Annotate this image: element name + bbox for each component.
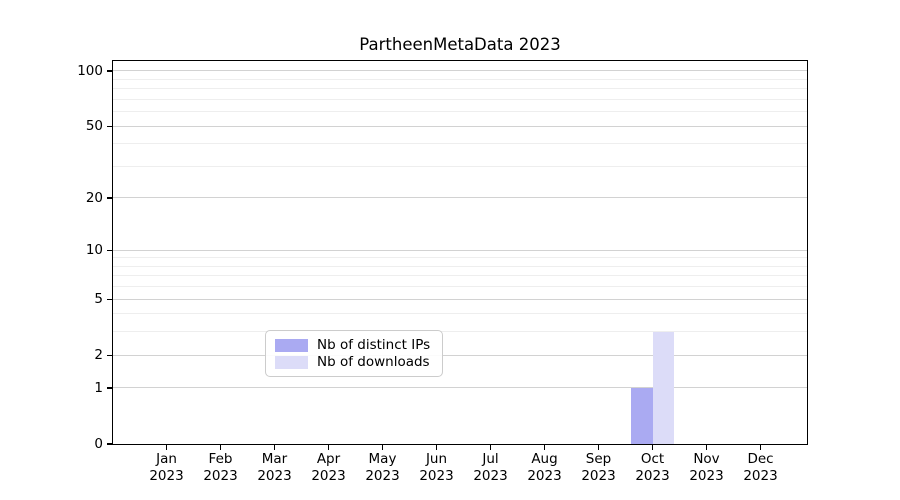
- y-axis-tick-label: 1: [94, 379, 103, 396]
- x-axis-tick-label: Sep 2023: [581, 451, 616, 484]
- minor-gridline: [113, 257, 807, 259]
- y-axis-tick: [106, 387, 112, 389]
- y-axis-tick-label: 20: [85, 189, 103, 206]
- x-axis-tick-label: Mar 2023: [257, 451, 292, 484]
- minor-gridline: [113, 98, 807, 100]
- major-gridline: [113, 70, 807, 72]
- x-axis-tick-label: Dec 2023: [743, 451, 778, 484]
- distinct-ips-swatch: [275, 338, 308, 352]
- major-gridline: [113, 249, 807, 251]
- downloads-swatch: [275, 355, 308, 369]
- x-axis-tick-label: Apr 2023: [311, 451, 346, 484]
- y-axis-tick: [106, 197, 112, 199]
- y-axis-tick-label: 5: [94, 291, 103, 308]
- x-axis-tick: [543, 445, 546, 451]
- y-axis-tick: [106, 70, 112, 72]
- y-axis-tick-label: 100: [77, 62, 103, 79]
- legend-item-distinct-ips: Nb of distinct IPs: [275, 337, 432, 353]
- legend-label-downloads: Nb of downloads: [317, 354, 430, 370]
- minor-gridline: [113, 143, 807, 145]
- x-axis-tick: [435, 445, 438, 451]
- x-axis-tick: [651, 445, 654, 451]
- minor-gridline: [113, 275, 807, 277]
- legend-label-distinct-ips: Nb of distinct IPs: [317, 337, 431, 353]
- x-axis-tick-label: Jan 2023: [149, 451, 184, 484]
- x-axis-tick: [327, 445, 330, 451]
- x-axis-tick: [705, 445, 708, 451]
- x-axis-tick: [489, 445, 492, 451]
- minor-gridline: [113, 88, 807, 90]
- x-axis-tick: [219, 445, 222, 451]
- y-axis-tick: [106, 354, 112, 356]
- minor-gridline: [113, 265, 807, 267]
- x-axis-tick-label: Aug 2023: [527, 451, 562, 484]
- left-spine: [111, 59, 114, 446]
- x-axis-tick: [381, 445, 384, 451]
- minor-gridline: [113, 78, 807, 80]
- y-axis-tick: [106, 298, 112, 300]
- plot-area: [113, 61, 807, 444]
- y-axis-tick: [106, 443, 112, 445]
- x-axis-tick: [273, 445, 276, 451]
- major-gridline: [113, 298, 807, 300]
- right-spine: [807, 59, 809, 446]
- major-gridline: [113, 354, 807, 356]
- major-gridline: [113, 387, 807, 389]
- y-axis-tick-label: 0: [94, 436, 103, 452]
- y-axis-tick-label: 2: [94, 347, 103, 364]
- bar-nb-of-downloads-oct: [652, 331, 674, 444]
- x-axis-tick-label: Nov 2023: [689, 451, 724, 484]
- major-gridline: [113, 125, 807, 127]
- minor-gridline: [113, 111, 807, 113]
- legend-item-downloads: Nb of downloads: [275, 354, 432, 370]
- bar-nb-of-distinct-ips-oct: [631, 387, 653, 444]
- y-axis-tick-label: 10: [85, 242, 103, 259]
- chart-title: PartheenMetaData 2023: [359, 35, 561, 54]
- bottom-spine: [111, 444, 809, 446]
- minor-gridline: [113, 313, 807, 315]
- y-axis-tick: [106, 125, 112, 127]
- minor-gridline: [113, 286, 807, 288]
- x-axis-tick-label: Feb 2023: [203, 451, 238, 484]
- minor-gridline: [113, 165, 807, 167]
- minor-gridline: [113, 331, 807, 333]
- top-spine: [111, 59, 809, 61]
- x-axis-tick: [759, 445, 762, 451]
- x-axis-tick-label: Jul 2023: [473, 451, 508, 484]
- legend: Nb of distinct IPs Nb of downloads: [265, 330, 443, 377]
- x-axis-tick-label: May 2023: [365, 451, 400, 484]
- x-axis-tick: [165, 445, 168, 451]
- x-axis-tick-label: Oct 2023: [635, 451, 670, 484]
- major-gridline: [113, 197, 807, 199]
- x-axis-tick: [597, 445, 600, 451]
- y-axis-tick-label: 50: [85, 118, 103, 135]
- y-axis-tick: [106, 249, 112, 251]
- x-axis-tick-label: Jun 2023: [419, 451, 454, 484]
